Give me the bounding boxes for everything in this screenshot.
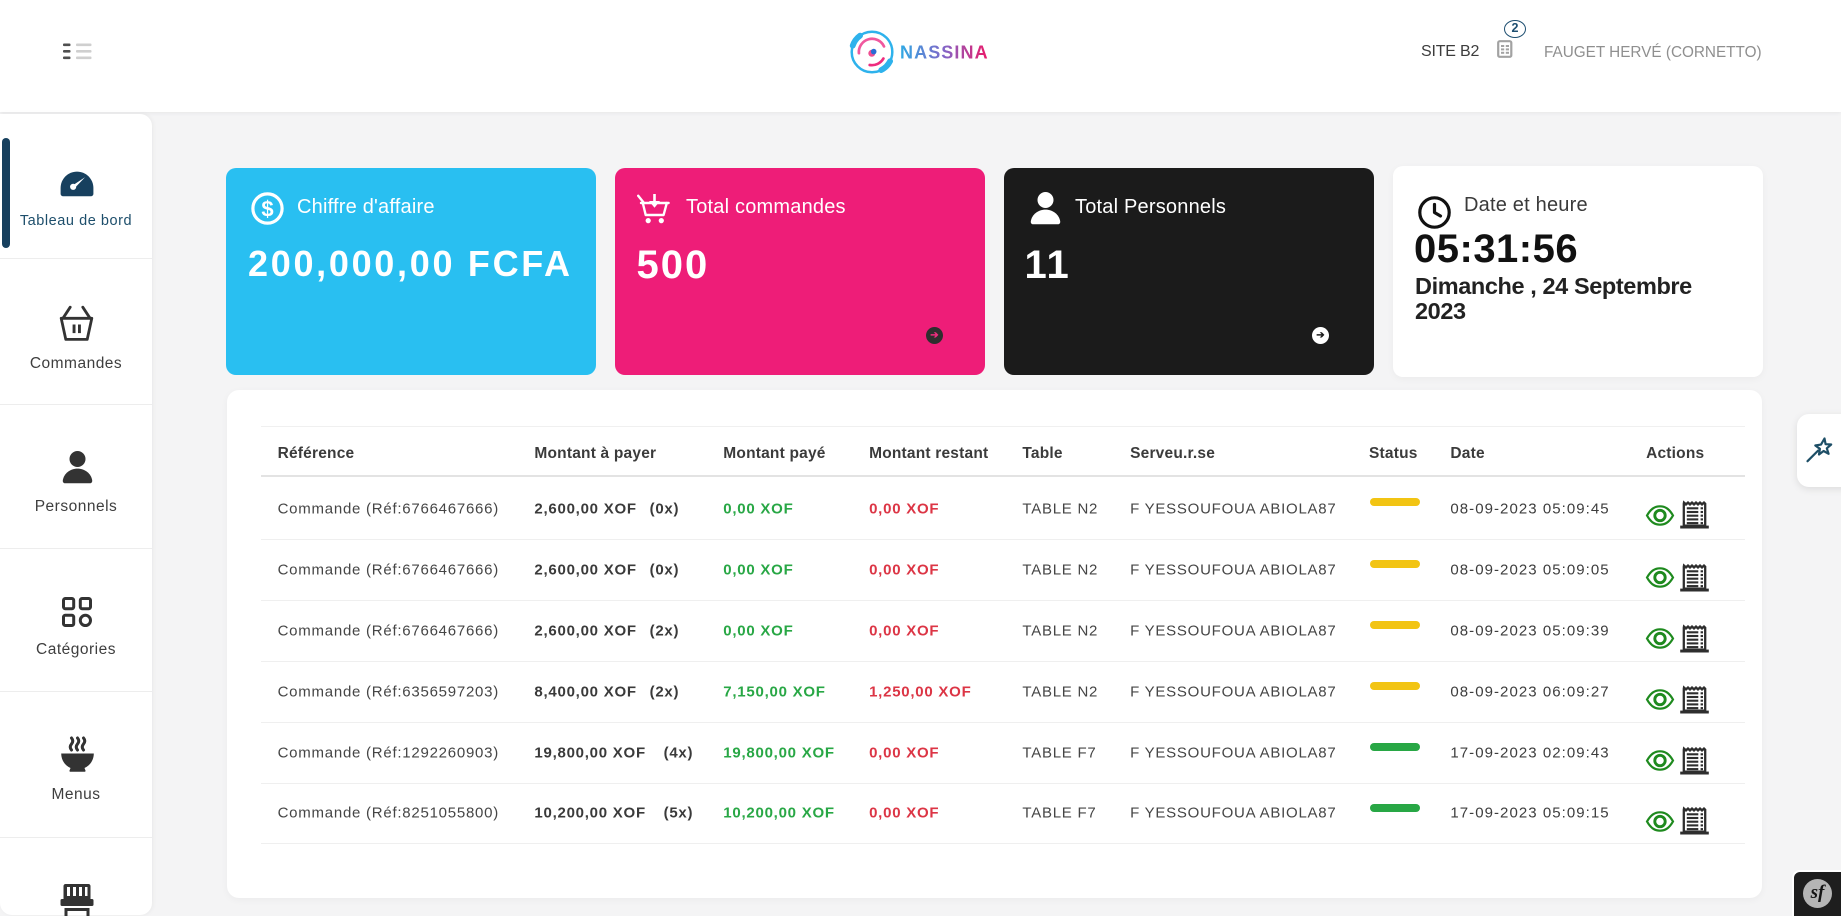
svg-text:NASSINA: NASSINA	[900, 43, 989, 63]
svg-text:$: $	[261, 197, 273, 222]
